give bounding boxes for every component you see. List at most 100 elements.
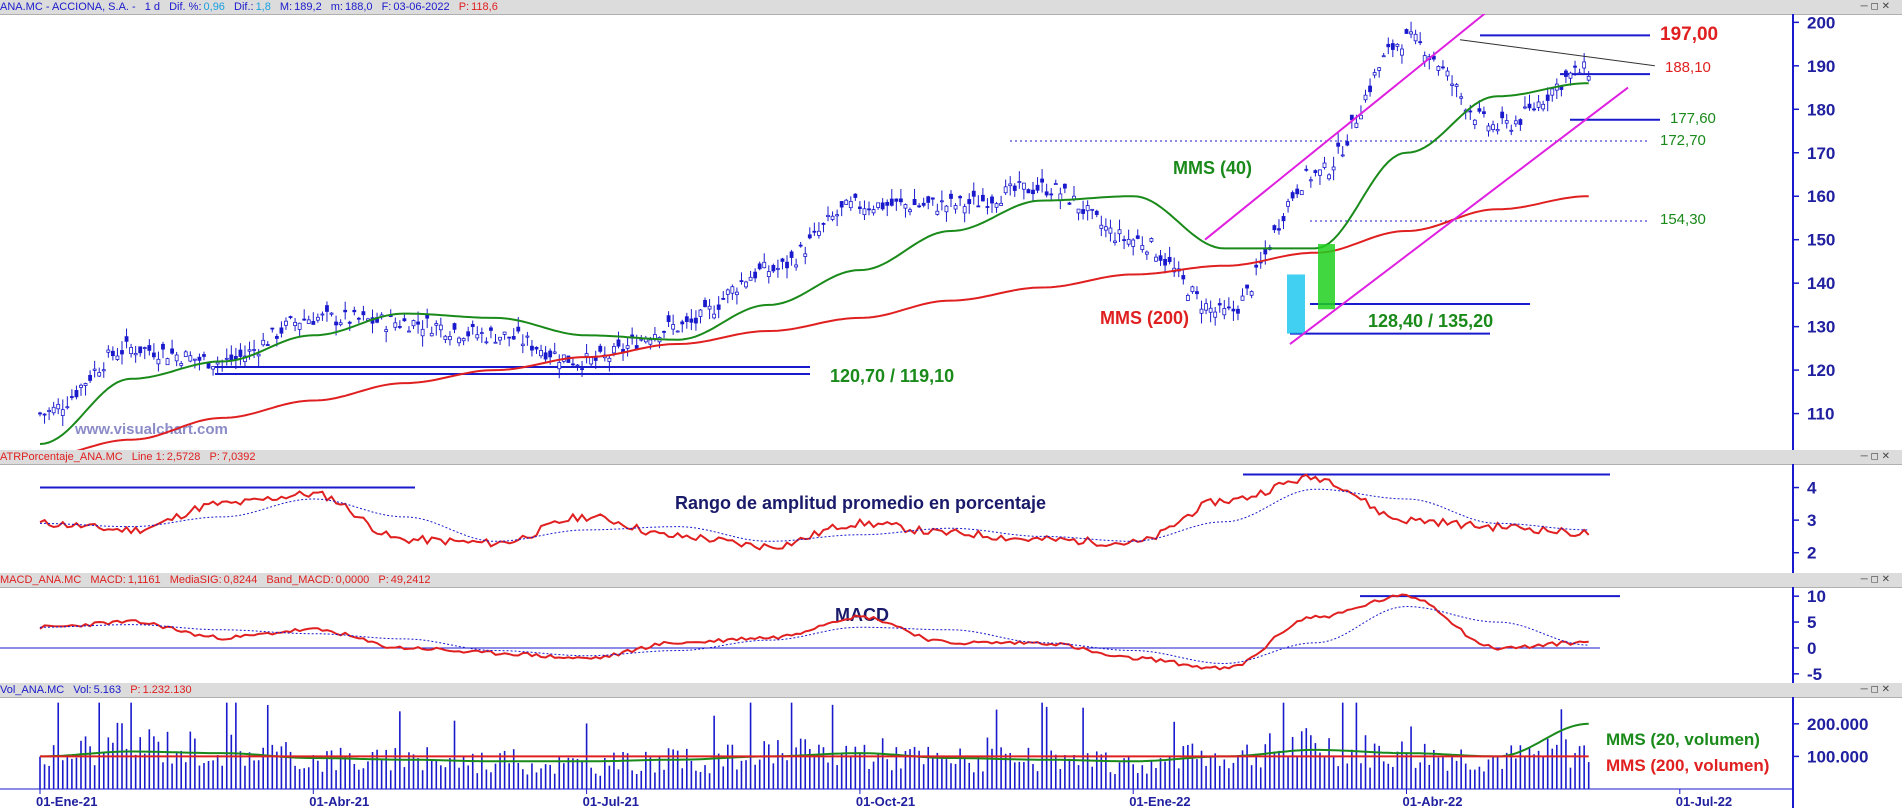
price-y-tick-label: 110 <box>1807 405 1834 424</box>
level-197-label: 197,00 <box>1660 24 1718 45</box>
macd-window-controls[interactable]: ─ ◻ ✕ <box>1860 574 1890 585</box>
macd-band-value: 0,0000 <box>335 574 370 586</box>
price-candle-body <box>129 347 134 355</box>
price-candle-body <box>994 203 999 208</box>
x-axis-label: 01-Ene-22 <box>1129 794 1190 808</box>
price-candle-body <box>598 345 603 352</box>
price-candle-body <box>1154 256 1158 262</box>
price-candle-body <box>51 406 56 414</box>
price-candle-body <box>352 309 357 313</box>
price-candle-body <box>858 206 862 209</box>
macd-label: MACD: <box>90 574 126 586</box>
level-172-label: 172,70 <box>1660 132 1706 149</box>
price-candle-body <box>1199 308 1204 314</box>
price-candle-body <box>1468 110 1473 113</box>
price-candle-body <box>1491 124 1495 130</box>
price-candle-body <box>1222 308 1227 316</box>
price-candle-body <box>288 316 293 318</box>
price-candle-body <box>1577 72 1582 75</box>
price-candle-body <box>830 215 835 220</box>
price-candle-body <box>1158 255 1163 261</box>
price-candle-body <box>1327 174 1331 180</box>
price-candle-body <box>1404 29 1409 34</box>
volume-window-controls[interactable]: ─ ◻ ✕ <box>1860 684 1890 695</box>
price-candle-body <box>92 368 97 371</box>
price-candle-body <box>780 258 785 262</box>
price-candle-body <box>1213 311 1218 318</box>
price-candle-body <box>197 356 202 361</box>
price-candle-body <box>233 356 238 360</box>
price-candle-body <box>343 309 348 313</box>
price-candle-body <box>1094 210 1099 215</box>
price-candle-body <box>1090 208 1095 211</box>
window-controls[interactable]: ─ ◻ ✕ <box>1860 1 1890 12</box>
price-candle-body <box>356 317 361 320</box>
price-panel[interactable]: ANA.MC - ACCIONA, S.A. - 1 d Dif. %: 0,96… <box>0 0 1902 450</box>
price-candle-body <box>844 199 849 205</box>
price-candle-body <box>329 312 334 315</box>
price-candle-body <box>279 327 284 334</box>
price-candle-body <box>703 299 707 308</box>
price-candle-body <box>311 321 316 325</box>
price-candle-body <box>1523 106 1527 109</box>
price-candle-body <box>744 281 748 288</box>
price-candle-body <box>1340 154 1345 157</box>
price-candle-body <box>1122 239 1126 241</box>
atr-window-controls[interactable]: ─ ◻ ✕ <box>1860 451 1890 462</box>
price-y-tick-label: 150 <box>1807 231 1835 250</box>
price-candle-body <box>115 355 120 360</box>
price-candle-body <box>1044 191 1049 196</box>
price-candle-body <box>990 196 994 204</box>
price-candle-body <box>835 214 840 217</box>
volume-panel[interactable]: Vol_ANA.MC Vol: 5.163 P: 1.232.130 ─ ◻ ✕ M… <box>0 683 1902 808</box>
price-candle-body <box>1286 201 1290 207</box>
price-candle-body <box>730 286 735 294</box>
price-candle-body <box>507 336 512 339</box>
price-candle-body <box>493 341 498 344</box>
atr-y-tick-label: 2 <box>1807 544 1816 563</box>
price-candle-body <box>1313 170 1318 174</box>
price-candle-body <box>475 334 480 339</box>
price-candle-body <box>571 363 575 366</box>
price-candle-body <box>589 357 594 365</box>
price-candle-body <box>192 358 197 361</box>
price-candle-body <box>953 205 958 210</box>
vol-label: Vol: <box>73 684 92 696</box>
price-candle-body <box>47 410 52 412</box>
date-value: 03-06-2022 <box>393 1 450 13</box>
price-candle-body <box>1550 88 1555 96</box>
price-candle-body <box>397 326 402 328</box>
price-candle-body <box>757 263 762 270</box>
price-candle-body <box>97 372 102 377</box>
vol-mms20-line <box>40 722 1589 763</box>
price-candle-body <box>347 321 352 324</box>
price-candle-body <box>270 327 275 330</box>
price-candle-body <box>238 349 243 357</box>
atr-chart: Rango de amplitud promedio en porcentaje… <box>39 464 1817 573</box>
price-candle-body <box>821 223 826 225</box>
price-candle-body <box>1281 216 1286 222</box>
price-candle-body <box>402 318 407 322</box>
price-candle-body <box>1500 111 1505 119</box>
price-candle-body <box>1418 41 1423 44</box>
atr-header: ATRPorcentaje_ANA.MC Line 1: 2,5728 P: 7,0… <box>0 450 1902 465</box>
vol-legend-20: MMS (20, volumen) <box>1606 730 1760 749</box>
max-label: M: <box>279 1 293 13</box>
macd-panel[interactable]: MACD_ANA.MC MACD: 1,1161 MediaSIG: 0,8244 … <box>0 573 1902 683</box>
volume-header: Vol_ANA.MC Vol: 5.163 P: 1.232.130 ─ ◻ ✕ <box>0 683 1902 698</box>
price-candle-body <box>1363 94 1368 101</box>
price-candle-body <box>848 201 853 209</box>
price-candle-body <box>1568 72 1573 79</box>
price-chart: www.visualchart.com MMS (40) MMS (200) 1… <box>38 14 1835 450</box>
price-candle-body <box>525 335 530 338</box>
price-candle-body <box>101 369 106 372</box>
price-y-tick-label: 200 <box>1807 14 1835 32</box>
level-154-label: 154,30 <box>1660 211 1706 228</box>
p-label: P: <box>458 1 470 13</box>
atr-panel[interactable]: ATRPorcentaje_ANA.MC Line 1: 2,5728 P: 7,0… <box>0 450 1902 573</box>
atr-name: ATRPorcentaje_ANA.MC <box>0 451 123 463</box>
vol-value: 5.163 <box>93 684 122 696</box>
price-candle-body <box>739 280 744 283</box>
price-candle-body <box>138 346 143 354</box>
price-candle-body <box>338 322 343 326</box>
